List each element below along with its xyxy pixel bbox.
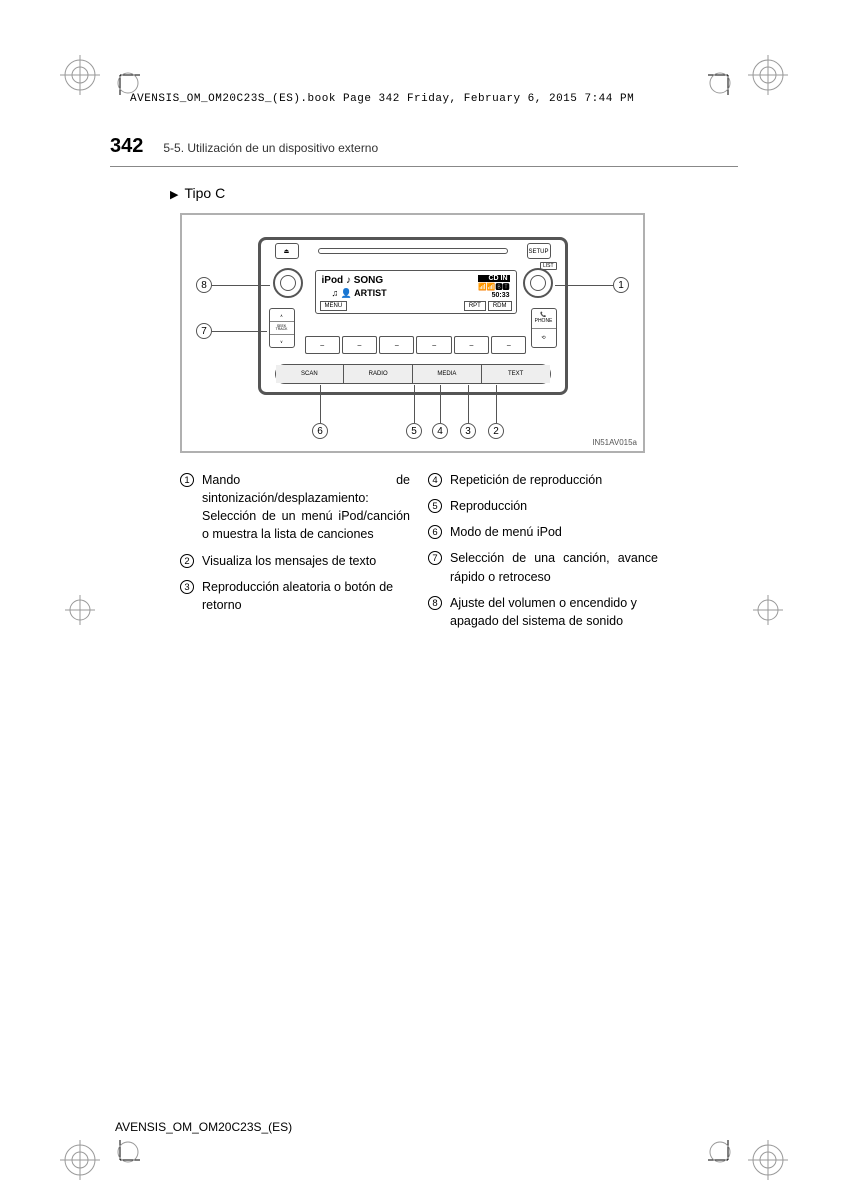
header-rule	[110, 166, 738, 167]
phone-button: 📞 PHONE	[532, 309, 556, 329]
cd-slot	[318, 248, 508, 254]
callout-3: 3	[460, 423, 476, 439]
text-button: TEXT	[482, 365, 550, 383]
volume-knob	[273, 268, 303, 298]
display-screen: iPod ♪ SONG ♫ 👤 ARTIST CD IN 📶📶🅱🆃 50:33 …	[315, 270, 517, 314]
list-button: LIST	[540, 262, 557, 270]
eject-button: ⏏	[275, 243, 299, 259]
callout-line-6	[320, 385, 321, 423]
preset-3: –	[379, 336, 414, 354]
preset-6: –	[491, 336, 526, 354]
callout-7: 7	[196, 323, 212, 339]
reg-mark-tr	[708, 55, 748, 95]
preset-1: –	[305, 336, 340, 354]
reg-mark-bl	[100, 1140, 140, 1180]
callout-line-2	[496, 385, 497, 423]
cd-in-indicator: CD IN	[478, 275, 509, 282]
rdm-button: RDM	[488, 301, 512, 311]
menu-button: MENU	[320, 301, 348, 311]
callout-line-7	[212, 331, 267, 332]
def-2: 2Visualiza los mensajes de texto	[180, 552, 410, 570]
tune-knob	[523, 268, 553, 298]
mid-mark-left	[60, 590, 100, 630]
radio-unit: ⏏ SETUP LIST iPod ♪ SONG ♫ 👤 ARTIST CD I…	[258, 237, 568, 395]
seek-track-rocker: ∧ SEEKTRACK ∨	[269, 308, 295, 348]
reg-mark-br	[708, 1140, 748, 1180]
header-meta-line: AVENSIS_OM_OM20C23S_(ES).book Page 342 F…	[130, 93, 634, 105]
callout-line-8	[212, 285, 270, 286]
callout-6: 6	[312, 423, 328, 439]
bt-indicator: 📶📶🅱🆃	[478, 282, 509, 292]
preset-5: –	[454, 336, 489, 354]
back-button: ⟲	[532, 329, 556, 348]
phone-rocker: 📞 PHONE ⟲	[531, 308, 557, 348]
definitions-col-left: 1Mando de sintonización/desplazamiento: …	[180, 471, 410, 638]
setup-button: SETUP	[527, 243, 551, 259]
crop-mark-br	[748, 1140, 788, 1180]
page-number: 342	[110, 135, 143, 158]
definitions-columns: 1Mando de sintonización/desplazamiento: …	[180, 471, 658, 638]
media-button: MEDIA	[413, 365, 482, 383]
seek-label: SEEKTRACK	[270, 322, 294, 335]
callout-line-4	[440, 385, 441, 423]
def-8: 8Ajuste del volumen o encendido y apagad…	[428, 594, 658, 630]
radio-diagram-box: ⏏ SETUP LIST iPod ♪ SONG ♫ 👤 ARTIST CD I…	[180, 213, 645, 453]
time-display: 50:33	[478, 292, 509, 299]
header-row: 342 5-5. Utilización de un dispositivo e…	[110, 135, 738, 158]
image-code: IN51AV015a	[592, 438, 637, 447]
section-title: 5-5. Utilización de un dispositivo exter…	[163, 141, 378, 155]
def-1: 1Mando de sintonización/desplazamiento: …	[180, 471, 410, 544]
bottom-button-row: SCAN RADIO MEDIA TEXT	[275, 364, 551, 384]
def-7: 7Selección de una canción, avance rápido…	[428, 549, 658, 585]
footer-code: AVENSIS_OM_OM20C23S_(ES)	[115, 1120, 292, 1134]
display-menu-row: MENU RPT RDM	[320, 301, 512, 311]
scan-button: SCAN	[276, 365, 345, 383]
callout-8: 8	[196, 277, 212, 293]
callout-line-5	[414, 385, 415, 423]
preset-row: – – – – – –	[305, 336, 527, 354]
callout-line-3	[468, 385, 469, 423]
crop-mark-tl	[60, 55, 100, 95]
page-content: 342 5-5. Utilización de un dispositivo e…	[110, 135, 738, 638]
mid-mark-right	[748, 590, 788, 630]
definitions-col-right: 4Repetición de reproducción 5Reproducció…	[428, 471, 658, 638]
preset-4: –	[416, 336, 451, 354]
callout-4: 4	[432, 423, 448, 439]
callout-line-1	[555, 285, 613, 286]
seek-up-icon: ∧	[270, 309, 294, 322]
def-5: 5Reproducción	[428, 497, 658, 515]
def-3: 3Reproducción aleatoria o botón de retor…	[180, 578, 410, 614]
callout-1: 1	[613, 277, 629, 293]
def-4: 4Repetición de reproducción	[428, 471, 658, 489]
tipo-label: ▶Tipo C	[170, 185, 738, 201]
def-6: 6Modo de menú iPod	[428, 523, 658, 541]
radio-button: RADIO	[344, 365, 413, 383]
display-line1: iPod ♪ SONG	[322, 275, 384, 286]
display-icons: CD IN 📶📶🅱🆃 50:33	[478, 275, 509, 299]
crop-mark-tr	[748, 55, 788, 95]
display-line2: ♫ 👤 ARTIST	[332, 288, 387, 299]
callout-5: 5	[406, 423, 422, 439]
seek-down-icon: ∨	[270, 335, 294, 347]
reg-mark-tl	[100, 55, 140, 95]
preset-2: –	[342, 336, 377, 354]
callout-2: 2	[488, 423, 504, 439]
triangle-icon: ▶	[170, 189, 178, 201]
rpt-button: RPT	[464, 301, 486, 311]
crop-mark-bl	[60, 1140, 100, 1180]
